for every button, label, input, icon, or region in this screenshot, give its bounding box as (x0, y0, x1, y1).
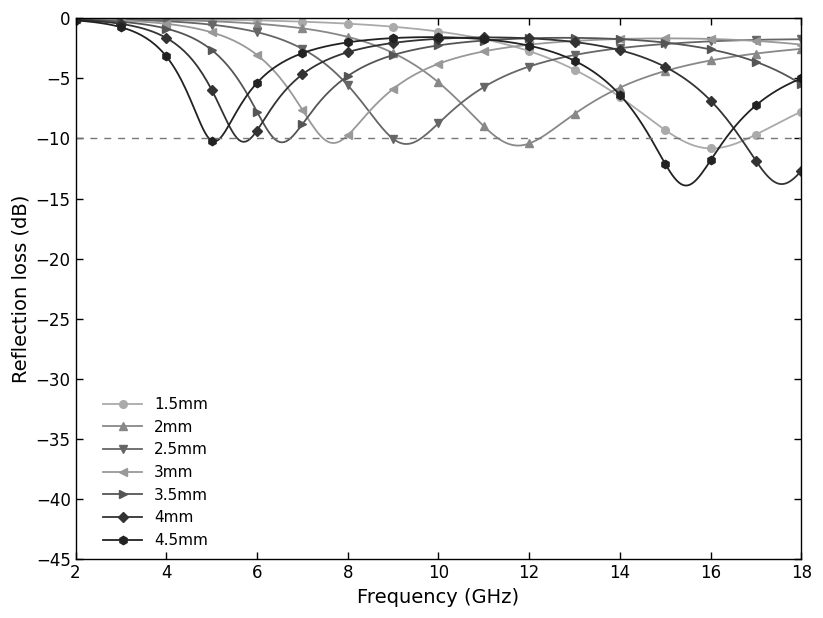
4.5mm (726, 128, 736, 135)
2mm (218, 18, 228, 25)
2mm (797, 45, 807, 53)
2.5mm (393, 138, 402, 145)
3mm (395, 80, 405, 88)
Y-axis label: Reflection loss (dB): Reflection loss (dB) (12, 195, 30, 383)
4mm (218, 109, 228, 117)
1.5mm (393, 23, 402, 31)
4mm (393, 39, 402, 46)
3mm (528, 41, 538, 48)
3mm (588, 36, 597, 44)
1.5mm (726, 142, 736, 149)
2mm (528, 138, 538, 145)
2mm (506, 141, 516, 148)
3.5mm (528, 35, 538, 42)
3.5mm (277, 138, 287, 146)
Line: 3mm: 3mm (72, 15, 806, 147)
2.5mm (402, 140, 412, 148)
2mm (71, 15, 81, 22)
1.5mm (705, 145, 715, 152)
2.5mm (588, 48, 597, 56)
3mm (726, 36, 736, 43)
2mm (513, 142, 523, 150)
4mm (527, 35, 537, 42)
2.5mm (71, 15, 81, 22)
4.5mm (506, 39, 516, 46)
1.5mm (585, 75, 595, 82)
3.5mm (71, 15, 81, 23)
Line: 3.5mm: 3.5mm (72, 15, 806, 146)
4mm (71, 16, 81, 23)
1.5mm (218, 16, 228, 23)
2.5mm (797, 36, 807, 43)
4mm (723, 118, 733, 125)
4.5mm (585, 66, 595, 74)
3.5mm (797, 80, 807, 88)
Line: 2mm: 2mm (72, 14, 806, 150)
1.5mm (71, 15, 81, 22)
3.5mm (395, 49, 405, 57)
1.5mm (797, 108, 807, 116)
3mm (509, 43, 518, 50)
4.5mm (797, 75, 807, 82)
3mm (797, 41, 807, 48)
4.5mm (527, 43, 537, 50)
4.5mm (393, 34, 402, 41)
2.5mm (528, 61, 538, 69)
2mm (393, 51, 402, 59)
3mm (218, 32, 228, 40)
3.5mm (726, 51, 736, 58)
4mm (797, 167, 807, 174)
Line: 4.5mm: 4.5mm (72, 16, 806, 190)
2.5mm (509, 69, 518, 76)
Line: 4mm: 4mm (72, 16, 805, 187)
2mm (726, 53, 736, 61)
3.5mm (509, 35, 518, 43)
1.5mm (506, 42, 516, 49)
3.5mm (218, 57, 228, 64)
2.5mm (726, 37, 736, 44)
4mm (506, 34, 516, 41)
Line: 2.5mm: 2.5mm (72, 15, 806, 148)
4mm (776, 180, 786, 188)
3mm (329, 139, 339, 146)
Legend: 1.5mm, 2mm, 2.5mm, 3mm, 3.5mm, 4mm, 4.5mm: 1.5mm, 2mm, 2.5mm, 3mm, 3.5mm, 4mm, 4.5m… (97, 391, 214, 554)
4mm (585, 41, 595, 48)
4.5mm (218, 131, 228, 138)
2.5mm (218, 22, 228, 30)
4.5mm (681, 182, 690, 189)
3.5mm (588, 35, 597, 42)
3mm (71, 15, 81, 23)
2mm (588, 98, 597, 106)
X-axis label: Frequency (GHz): Frequency (GHz) (357, 588, 519, 607)
4.5mm (71, 17, 81, 24)
Line: 1.5mm: 1.5mm (72, 15, 805, 152)
1.5mm (527, 48, 537, 56)
